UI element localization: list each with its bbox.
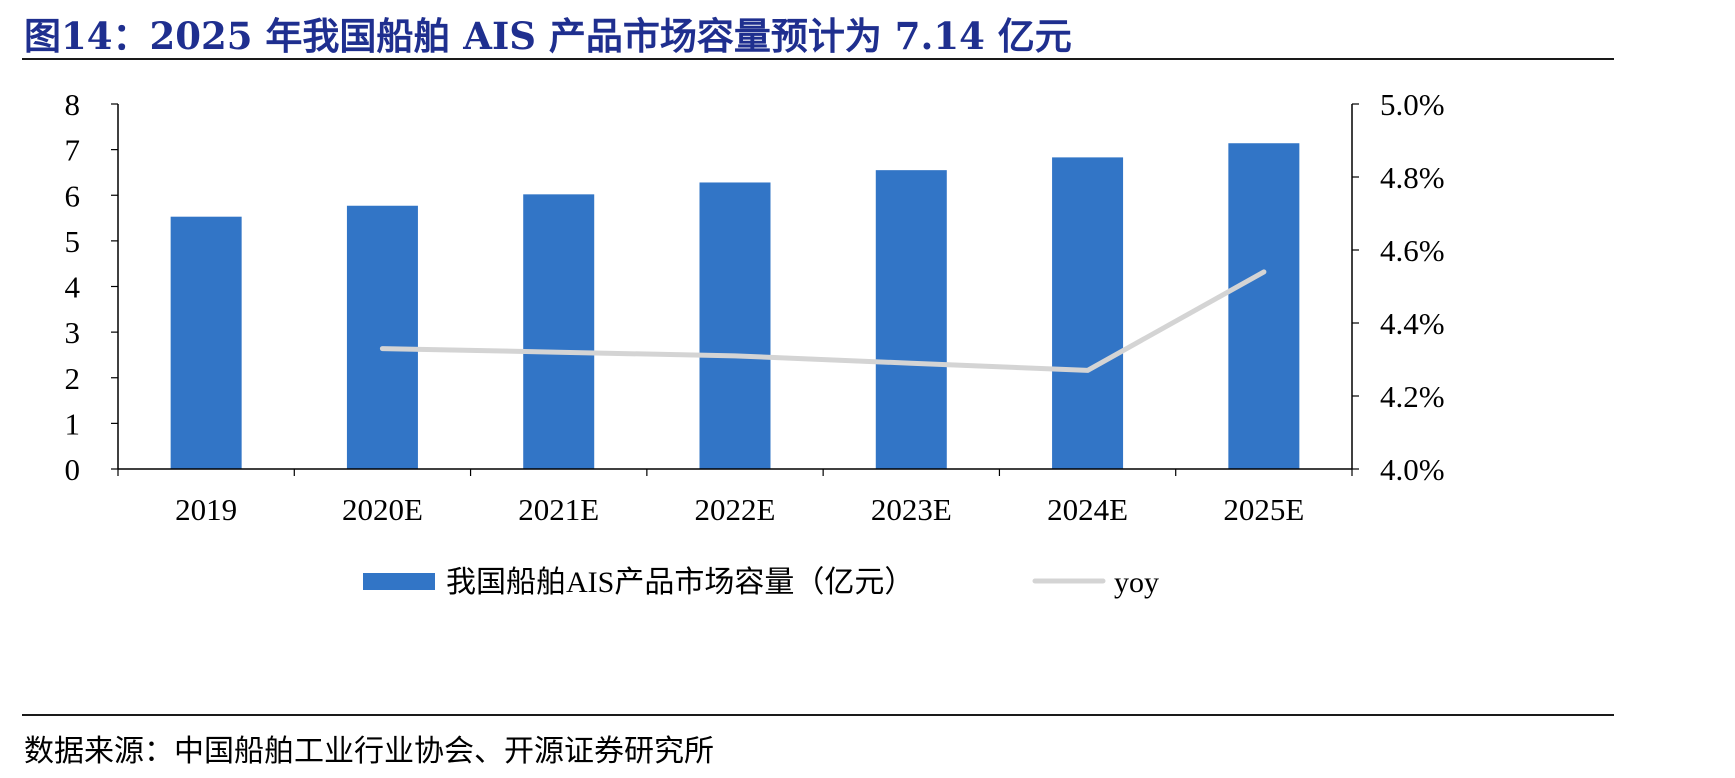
y-right-tick-label: 4.2% [1380, 379, 1445, 414]
y-left-tick-label: 7 [65, 133, 81, 168]
y-right-tick-label: 4.6% [1380, 233, 1445, 268]
bar-2022E [699, 182, 771, 469]
bar-2024E [1052, 157, 1124, 469]
legend: 我国船舶AIS产品市场容量（亿元） yoy [363, 566, 1159, 599]
bar-2019 [170, 216, 242, 469]
bottom-divider [22, 714, 1614, 716]
y-right-tick-label: 4.8% [1380, 160, 1445, 195]
axes-group [111, 103, 1359, 476]
figure-title: 图14：2025 年我国船舶 AIS 产品市场容量预计为 7.14 亿元 [24, 14, 1072, 58]
x-tick-label-2019: 2019 [175, 492, 237, 527]
y-left-tick-label: 0 [65, 452, 81, 487]
bar-2025E [1228, 143, 1300, 470]
bar-2021E [523, 194, 595, 469]
x-tick-label-2025E: 2025E [1223, 492, 1304, 527]
y-left-tick-label: 3 [65, 315, 81, 350]
x-tick-label-2023E: 2023E [871, 492, 952, 527]
bars-group [170, 143, 1300, 470]
x-tick-label-2021E: 2021E [518, 492, 599, 527]
y-left-tick-label: 4 [65, 270, 81, 305]
y-left-tick-label: 8 [65, 87, 81, 122]
y-right-tick-label: 4.4% [1380, 306, 1445, 341]
bar-2020E [346, 205, 418, 469]
x-tick-label-2024E: 2024E [1047, 492, 1128, 527]
legend-label-capacity: 我国船舶AIS产品市场容量（亿元） [446, 566, 914, 599]
bar-2023E [875, 170, 947, 469]
legend-label-yoy: yoy [1114, 566, 1159, 599]
y-left-tick-label: 5 [65, 224, 81, 259]
y-right-tick-label: 5.0% [1380, 87, 1445, 122]
x-tick-label-2020E: 2020E [342, 492, 423, 527]
y-left-tick-label: 6 [65, 178, 81, 213]
y-left-tick-label: 1 [65, 406, 81, 441]
y-left-tick-label: 2 [65, 361, 81, 396]
x-tick-label-2022E: 2022E [695, 492, 776, 527]
data-source-note: 数据来源：中国船舶工业行业协会、开源证券研究所 [24, 734, 714, 769]
legend-swatch-capacity [363, 573, 435, 590]
yoy-line [379, 269, 1267, 373]
y-right-tick-label: 4.0% [1380, 452, 1445, 487]
yoy-line-group [379, 269, 1267, 373]
top-divider [22, 58, 1614, 60]
tick-labels-group: 0 1 2 3 4 5 6 7 8 4.0% 4.2% 4.4% 4.6% 4.8% 5.0% 2019 202… [65, 87, 1445, 527]
